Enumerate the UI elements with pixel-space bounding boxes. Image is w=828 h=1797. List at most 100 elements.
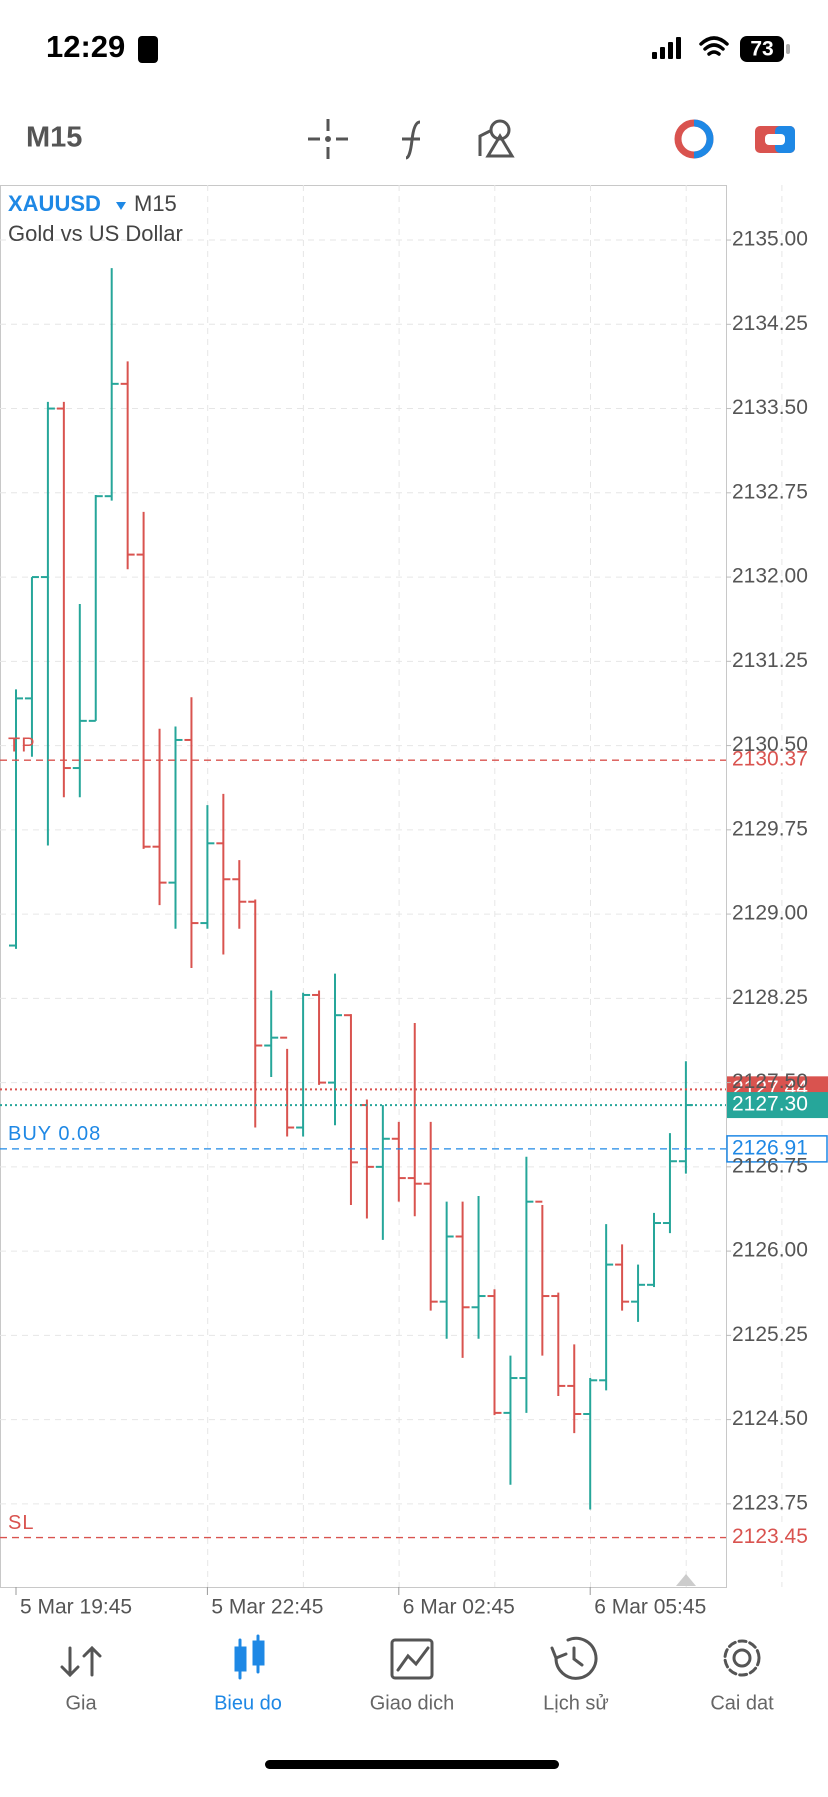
timeframe-button[interactable]: M15 (26, 122, 82, 154)
ohlc-bar (583, 1378, 598, 1510)
ohlc-bar (615, 1244, 630, 1311)
y-tick-label: 2127.50 (732, 1070, 808, 1093)
y-tick-label: 2135.00 (732, 228, 808, 251)
tab-icons (60, 1634, 761, 1680)
ohlc-bar (503, 1355, 518, 1485)
x-tick-label: 5 Mar 19:45 (20, 1596, 132, 1619)
x-tick-label: 6 Mar 02:45 (403, 1596, 515, 1619)
ohlc-bar (232, 860, 247, 929)
axes: 2135.00 2134.25 2133.50 2132.75 2132.00 2131.… (15, 228, 808, 1619)
ohlc-bar (9, 689, 23, 949)
ohlc-bar (375, 1105, 390, 1240)
level-name: TP (8, 734, 36, 756)
ohlc-bar (662, 1133, 677, 1234)
ohlc-bar (343, 1014, 358, 1206)
wifi-icon (699, 36, 729, 56)
price-tag-bg (727, 1525, 828, 1550)
ohlc-bar (56, 401, 71, 798)
ohlc-bar (184, 697, 199, 969)
tab-settings[interactable]: Cai dat (710, 1692, 774, 1714)
symbol-dropdown[interactable] (116, 202, 126, 210)
price-tag-label: 2130.37 (732, 748, 808, 771)
ohlc-bar (391, 1121, 406, 1202)
ohlc-bar (455, 1201, 470, 1358)
ohlc-bar (312, 990, 327, 1085)
price-tag (726, 1135, 828, 1163)
ohlc-bar (152, 728, 167, 906)
y-tick-label: 2131.25 (732, 649, 808, 672)
price-tag-label: 2126.91 (732, 1136, 808, 1159)
y-tick-label: 2130.50 (732, 733, 808, 756)
ohlc-bar (647, 1212, 661, 1288)
ohlc-bar (200, 805, 215, 929)
bars (9, 268, 693, 1510)
y-tick-label: 2126.75 (732, 1154, 808, 1177)
y-tick-label: 2133.50 (732, 396, 808, 419)
price-tag-label: 2127.30 (732, 1093, 808, 1116)
y-tick-label: 2124.50 (732, 1407, 808, 1430)
indicators-button[interactable] (402, 120, 421, 160)
ohlc-bar (423, 1121, 438, 1311)
ohlc-bar (264, 990, 279, 1077)
price-tag-bg (727, 748, 828, 773)
tab-trade[interactable]: Giao dich (370, 1692, 455, 1714)
battery-tip (786, 44, 790, 54)
y-tick-label: 2134.25 (732, 312, 808, 335)
x-tick-label: 5 Mar 22:45 (211, 1596, 323, 1619)
trade-button[interactable] (674, 119, 714, 159)
chart-timeframe: M15 (134, 191, 177, 216)
ohlc-bar (519, 1156, 534, 1413)
symbol[interactable]: XAUUSD (8, 191, 101, 216)
y-tick-label: 2132.75 (732, 480, 808, 503)
tab-chart[interactable]: Bieu do (214, 1692, 282, 1714)
ohlc-bar (551, 1292, 566, 1397)
one-click-button[interactable] (755, 126, 795, 153)
ohlc-bar (120, 361, 135, 570)
ohlc-bar (24, 576, 39, 757)
ohlc-bar (104, 268, 119, 501)
ohlc-bar (407, 1023, 422, 1217)
symbol-description: Gold vs US Dollar (8, 221, 183, 246)
y-tick-label: 2129.00 (732, 902, 808, 925)
ohlc-bar (88, 495, 103, 722)
ohlc-bar (296, 992, 311, 1137)
tab-history[interactable]: Lịch sử (543, 1692, 609, 1714)
y-tick-label: 2128.25 (732, 986, 808, 1009)
ohlc-bar (535, 1200, 550, 1356)
ohlc-bar (487, 1289, 502, 1416)
battery-level: 73 (750, 38, 773, 61)
price-tag (727, 1092, 828, 1119)
y-tick-label: 2132.00 (732, 565, 808, 588)
ohlc-bar (599, 1224, 614, 1391)
level-name: BUY 0.08 (8, 1123, 101, 1145)
y-tick-label: 2125.25 (732, 1323, 808, 1346)
ohlc-bar (216, 793, 231, 955)
y-tick-label: 2126.00 (732, 1239, 808, 1262)
objects-button[interactable] (478, 119, 515, 158)
y-tick-label: 2123.75 (732, 1491, 808, 1514)
crosshair-button[interactable] (308, 119, 348, 159)
level-name: SL (8, 1512, 34, 1534)
ohlc-bar (280, 1036, 295, 1137)
battery-icon (740, 36, 784, 62)
focus-icon (138, 36, 158, 63)
ohlc-bar (567, 1344, 582, 1434)
tab-quotes[interactable]: Gia (65, 1692, 97, 1714)
ohlc-bar (678, 1061, 693, 1174)
ohlc-bar (40, 401, 55, 846)
y-tick-label: 2129.75 (732, 817, 808, 840)
ohlc-bar (168, 726, 183, 929)
price-tag-label: 2123.45 (732, 1525, 808, 1548)
grid (0, 185, 783, 1587)
ohlc-bar (631, 1264, 646, 1322)
ohlc-bar (359, 1099, 374, 1219)
ohlc-bar (439, 1201, 454, 1339)
scroll-marker[interactable] (676, 1574, 696, 1586)
ohlc-bar (471, 1196, 486, 1339)
ohlc-bar (72, 604, 87, 798)
x-tick-label: 6 Mar 05:45 (594, 1596, 706, 1619)
signal-icon (652, 37, 681, 59)
